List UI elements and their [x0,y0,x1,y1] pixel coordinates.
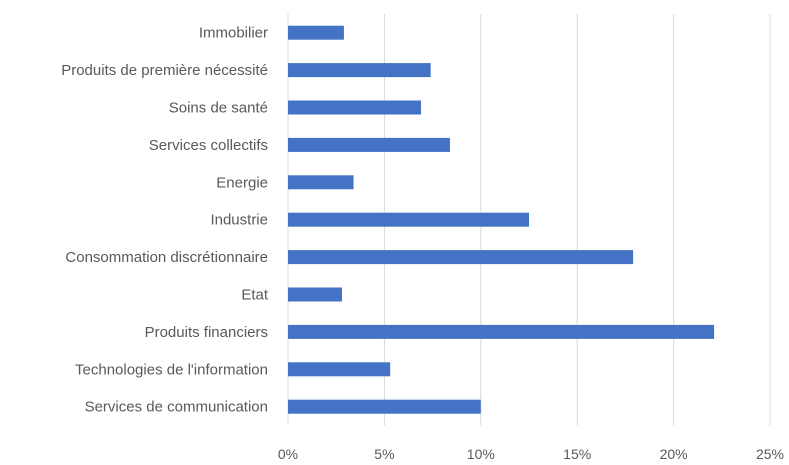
bar [288,399,481,414]
bar [288,63,431,78]
x-tick-label: 0% [278,446,298,462]
x-tick-label: 5% [374,446,394,462]
x-tick-label: 25% [756,446,784,462]
bar [288,362,391,377]
category-label: Soins de santé [169,100,268,117]
category-label: Services collectifs [149,137,268,154]
bars [288,25,715,414]
bar [288,175,354,190]
category-label: Etat [241,287,269,304]
bar [288,137,450,152]
category-labels: Immobilier Produits de première nécessité… [61,25,269,416]
bar [288,250,634,265]
bar [288,100,422,115]
bar [288,212,529,227]
x-tick-label: 20% [660,446,688,462]
x-tick-labels: 0% 5% 10% 15% 20% 25% [278,446,784,462]
category-label: Services de communication [85,399,268,416]
x-tick-label: 10% [467,446,495,462]
category-label: Industrie [210,212,268,229]
category-label: Energie [216,174,268,191]
category-label: Consommation discrétionnaire [65,249,268,266]
category-label: Produits de première nécessité [61,62,268,79]
bar [288,25,344,40]
category-label: Immobilier [199,25,268,42]
x-tick-label: 15% [563,446,591,462]
bar [288,287,342,302]
category-label: Technologies de l'information [75,361,268,378]
bar [288,324,715,339]
category-label: Produits financiers [145,324,268,341]
